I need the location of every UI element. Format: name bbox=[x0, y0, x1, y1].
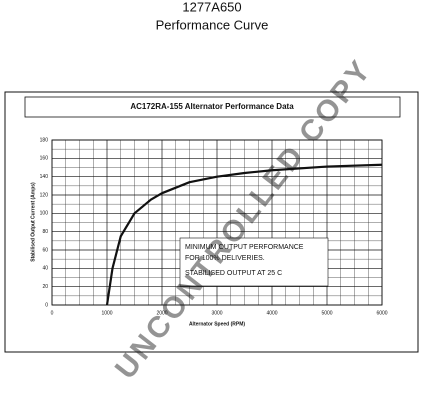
annotation-box bbox=[179, 237, 329, 287]
data-line bbox=[105, 163, 383, 306]
x-tick-label: 4000 bbox=[266, 310, 277, 316]
chart-frame bbox=[4, 91, 419, 353]
y-tick-label: 140 bbox=[40, 174, 49, 180]
x-tick-label: 5000 bbox=[321, 310, 332, 316]
x-tick-label: 3000 bbox=[211, 310, 222, 316]
plot-border bbox=[51, 139, 383, 306]
y-tick-label: 180 bbox=[40, 137, 49, 143]
y-tick-label: 120 bbox=[40, 192, 49, 198]
x-tick-label: 6000 bbox=[376, 310, 387, 316]
y-axis-label: Stabilised Output Current (Amps) bbox=[30, 182, 36, 262]
y-tick-label: 80 bbox=[42, 229, 48, 235]
x-axis-label: Alternator Speed (RPM) bbox=[189, 321, 245, 327]
document-title: 1277A650 bbox=[182, 0, 241, 14]
y-tick-label: 40 bbox=[42, 266, 48, 272]
chart-title: AC172RA-155 Alternator Performance Data bbox=[130, 102, 294, 111]
annotation: MINIMUM OUTPUT PERFORMANCE bbox=[185, 244, 304, 251]
plot: 0 1000 2000 3000 4000 5000 6000 0 20 40 60 80 100 120… bbox=[40, 137, 388, 316]
document-subtitle: Performance Curve bbox=[156, 17, 269, 32]
y-tick-label: 100 bbox=[40, 211, 49, 217]
y-tick-label: 160 bbox=[40, 156, 49, 162]
annotation: STABILISED OUTPUT AT 25 C bbox=[185, 270, 282, 277]
x-tick-label: 0 bbox=[51, 310, 54, 316]
x-tick-label: 2000 bbox=[156, 310, 167, 316]
annotation: FOR 100% DELIVERIES. bbox=[185, 255, 265, 262]
title-box bbox=[24, 96, 401, 118]
y-tick-label: 20 bbox=[42, 284, 48, 290]
x-tick-label: 1000 bbox=[101, 310, 112, 316]
y-tick-label: 60 bbox=[42, 247, 48, 253]
y-tick-label: 0 bbox=[45, 302, 48, 308]
